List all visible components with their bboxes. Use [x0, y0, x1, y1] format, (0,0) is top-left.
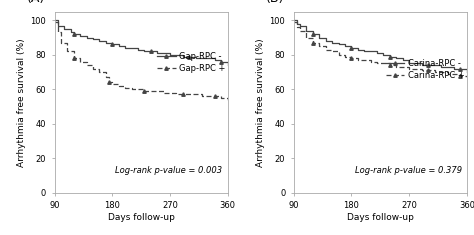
Legend: Gap-RPC -, Gap-RPC +: Gap-RPC -, Gap-RPC +	[157, 52, 225, 73]
Y-axis label: Arrhythmia free survival (%): Arrhythmia free survival (%)	[17, 38, 26, 167]
X-axis label: Days follow-up: Days follow-up	[108, 213, 174, 222]
Text: (A): (A)	[27, 0, 45, 4]
Text: Log-rank p-value = 0.003: Log-rank p-value = 0.003	[116, 166, 223, 175]
X-axis label: Days follow-up: Days follow-up	[347, 213, 414, 222]
Legend: Carina-RPC -, Carina-RPC +: Carina-RPC -, Carina-RPC +	[386, 59, 465, 80]
Text: (B): (B)	[266, 0, 284, 4]
Text: Log-rank p-value = 0.379: Log-rank p-value = 0.379	[355, 166, 462, 175]
Y-axis label: Arrhythmia free survival (%): Arrhythmia free survival (%)	[256, 38, 265, 167]
